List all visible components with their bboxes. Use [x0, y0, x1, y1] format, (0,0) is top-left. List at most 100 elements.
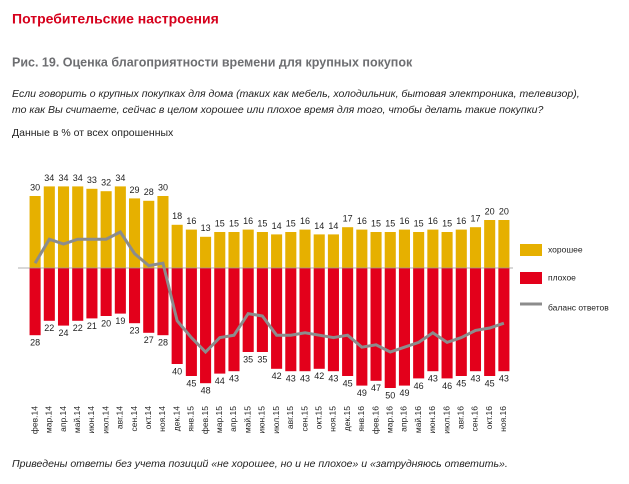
x-tick-label: май.14 [72, 406, 82, 433]
bar [469, 268, 482, 372]
bar [143, 268, 155, 333]
data-label: 32 [101, 178, 111, 188]
data-label: 22 [44, 323, 54, 333]
bar [484, 268, 496, 376]
data-label: 43 [300, 374, 310, 384]
x-tick-label: дек.15 [342, 406, 352, 431]
data-label: 33 [87, 175, 97, 185]
data-label: 45 [186, 378, 196, 388]
data-label: 16 [243, 216, 253, 226]
x-tick-label: фев.16 [370, 406, 380, 434]
legend-label: баланс ответов [548, 302, 609, 312]
bar [441, 232, 453, 268]
x-tick-label: июл.14 [100, 406, 110, 434]
data-label: 30 [30, 182, 40, 192]
x-tick-label: мар.15 [214, 406, 224, 433]
bar [441, 268, 453, 379]
x-tick-label: фев.15 [200, 406, 210, 434]
data-label: 28 [158, 338, 168, 348]
data-label: 34 [59, 173, 69, 183]
data-label: 20 [499, 206, 509, 216]
data-label: 42 [314, 371, 324, 381]
data-label: 20 [101, 318, 111, 328]
data-label: 43 [328, 374, 338, 384]
x-tick-label: мар.16 [385, 406, 395, 433]
bar [413, 268, 425, 379]
bar [455, 268, 467, 376]
data-label: 14 [328, 221, 338, 231]
question-line: то как Вы считаете, сейчас в целом хорош… [12, 104, 543, 116]
data-label: 16 [428, 216, 438, 226]
bar [129, 198, 141, 268]
data-label: 17 [343, 214, 353, 224]
data-label: 45 [485, 378, 495, 388]
data-label: 23 [130, 326, 140, 336]
bar [271, 234, 283, 268]
bar [427, 229, 439, 268]
bar [256, 232, 268, 268]
data-label: 48 [201, 386, 211, 396]
units-note: Данные в % от всех опрошенных [12, 127, 174, 139]
data-label: 27 [144, 335, 154, 345]
x-tick-label: июн.14 [86, 406, 96, 434]
data-label: 43 [286, 374, 296, 384]
bar [455, 229, 467, 268]
data-label: 24 [59, 328, 69, 338]
data-label: 15 [286, 218, 296, 228]
data-label: 43 [428, 374, 438, 384]
data-label: 45 [343, 378, 353, 388]
data-label: 16 [399, 216, 409, 226]
chart-title: Потребительские настроения [12, 11, 219, 27]
bar [100, 191, 112, 268]
footnote: Приведены ответы без учета позиций «не х… [12, 458, 508, 470]
x-tick-label: янв.16 [356, 406, 366, 432]
data-label: 46 [414, 381, 424, 391]
data-label: 34 [44, 173, 54, 183]
legend-label: плохое [548, 272, 576, 282]
bar [228, 232, 240, 268]
bar [342, 227, 354, 268]
question-line: Если говорить о крупных покупках для дом… [12, 88, 580, 100]
bar [327, 268, 339, 372]
x-tick-label: июл.15 [271, 406, 281, 434]
bar [157, 268, 169, 336]
bar [100, 268, 112, 316]
x-tick-label: фев.14 [29, 406, 39, 434]
bar [72, 186, 84, 268]
data-label: 16 [357, 216, 367, 226]
bar [57, 186, 70, 268]
bar [185, 268, 197, 376]
data-label: 15 [385, 218, 395, 228]
data-label: 35 [257, 354, 267, 364]
bar [129, 268, 141, 324]
bar [398, 229, 410, 268]
bar [384, 232, 396, 268]
bar [157, 196, 169, 268]
bar [498, 268, 510, 372]
x-tick-label: сен.16 [470, 406, 480, 432]
bar [327, 234, 339, 268]
data-label: 50 [385, 390, 395, 400]
data-label: 14 [314, 221, 324, 231]
bar [43, 186, 55, 268]
bar [498, 220, 510, 268]
data-label: 21 [87, 321, 97, 331]
data-label: 30 [158, 182, 168, 192]
data-label: 18 [172, 211, 182, 221]
bar [171, 224, 183, 268]
x-tick-label: апр.15 [228, 406, 238, 432]
data-label: 22 [73, 323, 83, 333]
data-label: 34 [73, 173, 83, 183]
bar [370, 232, 382, 268]
data-label: 29 [130, 185, 140, 195]
bar [299, 229, 311, 268]
x-tick-label: мар.14 [44, 406, 54, 433]
data-label: 45 [456, 378, 466, 388]
bar [214, 232, 226, 268]
bar [370, 268, 382, 381]
data-label: 14 [272, 221, 282, 231]
chart-subtitle: Рис. 19. Оценка благоприятности времени … [12, 55, 413, 69]
x-tick-label: май.15 [242, 406, 252, 433]
bar [29, 196, 41, 268]
data-label: 43 [470, 374, 480, 384]
